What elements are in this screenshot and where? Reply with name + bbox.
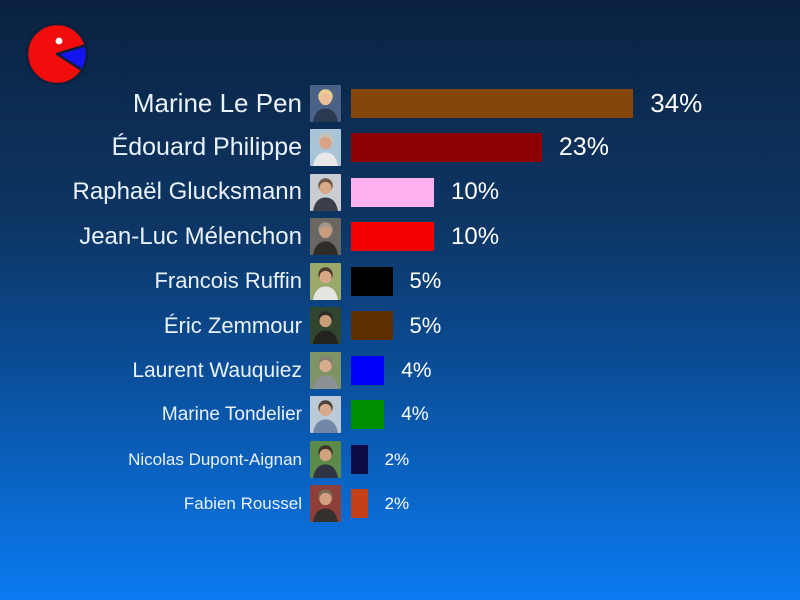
- candidate-row: Raphaël Glucksmann 10%: [40, 170, 780, 215]
- result-bar: [351, 177, 434, 207]
- result-value: 5%: [409, 312, 442, 338]
- result-value: 10%: [451, 178, 500, 206]
- candidate-name: Marine Le Pen: [132, 88, 302, 119]
- result-bar: [351, 266, 393, 296]
- candidate-photo: [310, 307, 341, 345]
- candidate-name: Jean-Luc Mélenchon: [79, 222, 302, 250]
- candidate-name: Édouard Philippe: [111, 133, 302, 162]
- result-bar: [351, 400, 385, 430]
- candidate-row: Édouard Philippe 23%: [40, 126, 780, 171]
- candidate-name: Laurent Wauquiez: [132, 358, 302, 382]
- candidate-row: Éric Zemmour 5%: [40, 304, 780, 349]
- result-value: 2%: [384, 494, 410, 514]
- candidate-name: Éric Zemmour: [163, 312, 302, 338]
- candidate-photo: [310, 351, 341, 389]
- pie-chart-logo: [25, 22, 89, 86]
- candidate-row: Fabien Roussel 2%: [40, 482, 780, 527]
- candidate-row: Nicolas Dupont-Aignan 2%: [40, 437, 780, 482]
- result-bar: [351, 311, 393, 341]
- result-value: 4%: [401, 404, 429, 426]
- result-value: 5%: [409, 268, 442, 294]
- candidate-photo: [310, 129, 341, 167]
- result-bar: [351, 88, 634, 118]
- candidate-row: Jean-Luc Mélenchon 10%: [40, 215, 780, 260]
- candidate-photo: [310, 218, 341, 256]
- candidate-row: Francois Ruffin 5%: [40, 259, 780, 304]
- candidate-row: Marine Le Pen 34%: [40, 81, 780, 126]
- candidate-photo: [310, 173, 341, 211]
- candidate-photo: [310, 440, 341, 478]
- candidate-photo: [310, 262, 341, 300]
- poll-bar-chart: Marine Le Pen 34% Édouard Philippe 23% Rapha…: [40, 81, 780, 526]
- result-value: 2%: [384, 449, 410, 469]
- result-value: 23%: [558, 133, 609, 162]
- result-bar: [351, 222, 434, 252]
- candidate-name: Fabien Roussel: [183, 494, 302, 514]
- result-value: 4%: [401, 358, 432, 382]
- candidate-name: Nicolas Dupont-Aignan: [128, 449, 302, 469]
- result-bar: [351, 133, 542, 163]
- result-bar: [351, 444, 368, 474]
- candidate-name: Raphaël Glucksmann: [72, 178, 302, 206]
- candidate-name: Marine Tondelier: [161, 404, 302, 426]
- candidate-row: Marine Tondelier 4%: [40, 393, 780, 438]
- candidate-row: Laurent Wauquiez 4%: [40, 348, 780, 393]
- result-bar: [351, 355, 385, 385]
- result-value: 34%: [650, 88, 703, 119]
- result-value: 10%: [451, 222, 500, 250]
- candidate-photo: [310, 396, 341, 434]
- result-bar: [351, 489, 368, 519]
- candidate-photo: [310, 84, 341, 122]
- candidate-name: Francois Ruffin: [154, 268, 302, 294]
- candidate-photo: [310, 485, 341, 523]
